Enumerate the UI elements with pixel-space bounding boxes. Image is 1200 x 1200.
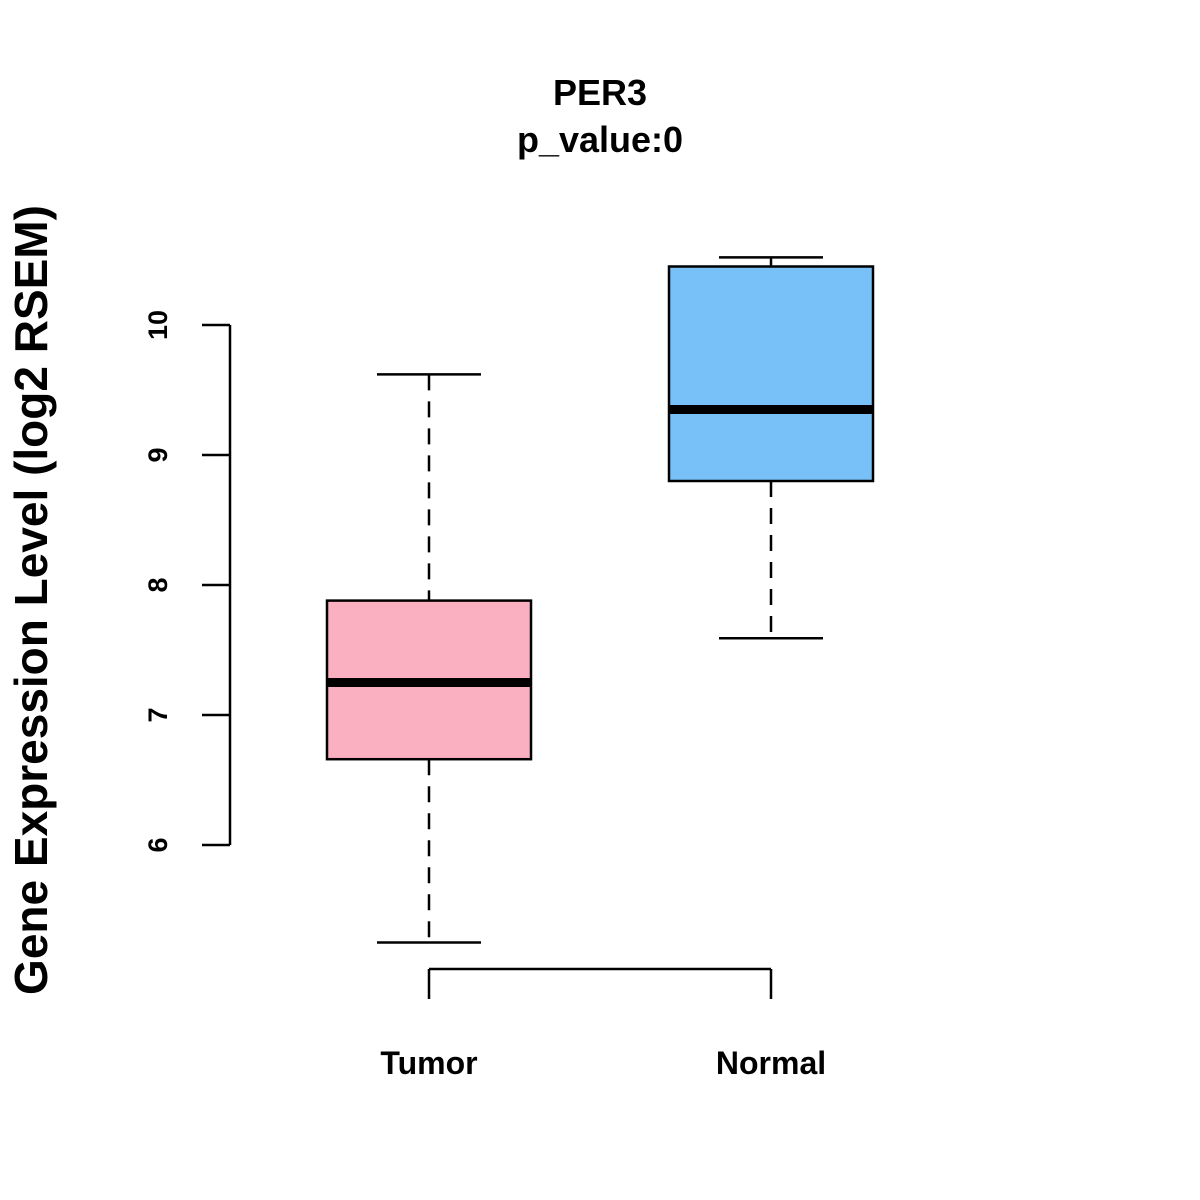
iqr-box-normal [667,265,875,483]
boxes-group [325,256,875,944]
y-axis: 6 7 8 9 10 [143,310,232,853]
x-tick-label-tumor: Tumor [380,1045,477,1081]
chart-title: PER3 [553,72,647,113]
y-axis-label: Gene Expression Level (log2 RSEM) [5,205,57,995]
x-axis: Tumor Normal [380,967,826,1081]
chart-subtitle: p_value:0 [517,119,683,160]
x-tick-label-normal: Normal [716,1045,826,1081]
y-tick-label: 8 [143,577,173,592]
y-tick-label: 9 [143,447,173,462]
box-normal [667,256,875,640]
chart-title-group: PER3 p_value:0 [517,72,683,160]
y-tick-label: 6 [143,837,173,852]
y-tick-label: 10 [143,310,173,340]
box-tumor [325,373,533,944]
y-tick-label: 7 [143,707,173,722]
